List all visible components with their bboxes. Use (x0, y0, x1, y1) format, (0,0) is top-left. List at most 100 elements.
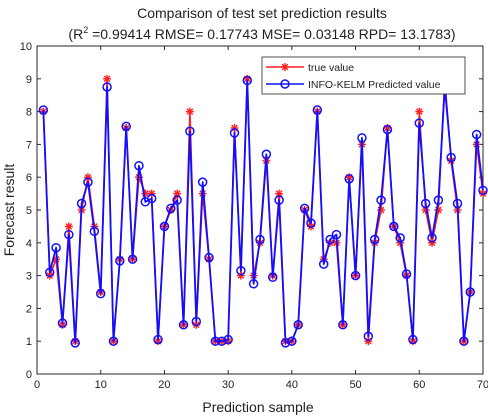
predicted-value-point (338, 320, 348, 330)
y-tick-label: 9 (26, 74, 32, 86)
legend: true value INFO-KELM Predicted value (261, 56, 466, 95)
x-axis-label: Prediction sample (202, 399, 313, 415)
subtitle-superscript: 2 (83, 25, 88, 35)
y-tick-label: 7 (26, 139, 32, 151)
predicted-value-point (452, 198, 463, 209)
predicted-value-point (471, 129, 482, 140)
predicted-value-point (191, 316, 202, 327)
x-tick-label: 50 (349, 379, 361, 391)
predicted-value-point (95, 288, 106, 299)
predicted-value-point (427, 233, 437, 243)
predicted-value-point (331, 229, 342, 240)
predicted-value-point (178, 320, 189, 330)
predicted-value-point (204, 252, 214, 263)
predicted-value-point (115, 256, 125, 266)
predicted-value-point (83, 177, 93, 187)
predicted-value-point (414, 118, 425, 128)
predicted-value-point (395, 233, 405, 243)
predicted-value-point (197, 177, 208, 187)
x-tick-label: 70 (477, 379, 488, 391)
predicted-value-point (108, 336, 119, 346)
y-tick-label: 8 (26, 107, 32, 119)
predicted-value-point (217, 336, 227, 346)
x-tick-label: 30 (222, 379, 234, 391)
predicted-value-point (446, 152, 456, 163)
legend-entry-true-value: true value (266, 62, 354, 74)
x-tick-label: 0 (34, 379, 40, 391)
x-tick-label: 60 (413, 379, 425, 391)
predicted-value-point (76, 198, 87, 209)
subtitle-rest: =0.99414 RMSE= 0.17743 MSE= 0.03148 RPD=… (88, 26, 455, 42)
predicted-value-point (382, 124, 393, 135)
y-tick-label: 3 (26, 271, 32, 283)
x-tick-label: 20 (158, 379, 170, 391)
y-tick-label: 0 (26, 369, 32, 381)
predicted-value-point (401, 269, 412, 279)
predicted-value-point (70, 338, 80, 348)
true-value-point (103, 74, 112, 83)
predicted-value-point (459, 336, 469, 346)
predicted-value-point (478, 185, 488, 196)
predicted-value-point (229, 128, 240, 138)
predicted-value-point (172, 195, 182, 205)
predicted-value-point (280, 338, 291, 348)
x-tick-label: 10 (95, 379, 107, 391)
legend-true-label: true value (308, 62, 354, 74)
predicted-value-point (408, 334, 418, 345)
predicted-value-point (376, 195, 386, 205)
legend-box (261, 56, 466, 95)
predicted-value-point (153, 334, 163, 345)
y-tick-label: 1 (26, 336, 32, 348)
predicted-value-point (248, 279, 259, 289)
predicted-value-point (267, 272, 278, 282)
predicted-value-point (242, 75, 253, 86)
predicted-value-point (44, 267, 55, 278)
predicted-value-point (433, 195, 444, 205)
legend-entry-predicted-value: INFO-KELM Predicted value (266, 79, 441, 91)
predicted-value-point (274, 195, 284, 205)
predicted-value-point (261, 149, 272, 159)
predicted-value-point (57, 318, 68, 328)
legend-true-marker (281, 63, 289, 71)
y-axis: 0 1 2 3 4 5 6 7 8 9 10 (20, 41, 483, 381)
predicted-value-point (357, 133, 367, 143)
legend-asterisk-icon (281, 63, 289, 71)
predicted-value-point (312, 105, 323, 115)
predicted-value-point (306, 218, 316, 228)
predicted-value-point (121, 121, 131, 132)
predicted-value-point (134, 160, 144, 171)
predicted-value-point (210, 336, 221, 346)
predicted-value-point (166, 203, 176, 214)
predicted-value-point (159, 221, 170, 232)
predicted-value-point (64, 229, 74, 240)
series-layer (38, 74, 488, 348)
x-tick-label: 40 (286, 379, 298, 391)
predicted-value-point (89, 226, 100, 237)
predicted-value-point (325, 234, 335, 245)
true-value-point (173, 189, 182, 198)
subtitle-prefix: (R (68, 26, 83, 42)
predicted-value-point (236, 265, 246, 276)
predicted-value-point (51, 242, 61, 253)
predicted-value-line (42, 79, 484, 344)
predicted-value-point (369, 234, 380, 245)
predicted-value-point (185, 126, 195, 137)
plot-area (36, 45, 484, 375)
predicted-value-point (255, 234, 265, 245)
true-value-point (64, 222, 73, 231)
predicted-value-point (318, 259, 329, 269)
predicted-value-point (127, 254, 138, 264)
predicted-value-point (389, 221, 399, 232)
predicted-value-point (223, 334, 233, 345)
x-axis: 0 10 20 30 40 50 60 70 (34, 46, 488, 391)
legend-pred-marker (280, 79, 290, 89)
true-value-point (415, 107, 424, 116)
y-axis-label: Forecast result (1, 164, 17, 257)
predicted-value-point (420, 198, 431, 209)
predicted-value-point (287, 336, 297, 346)
predicted-value-point (344, 174, 354, 184)
predicted-value-point (146, 193, 157, 204)
predicted-value-point (293, 320, 303, 330)
predicted-value-point (299, 203, 310, 214)
